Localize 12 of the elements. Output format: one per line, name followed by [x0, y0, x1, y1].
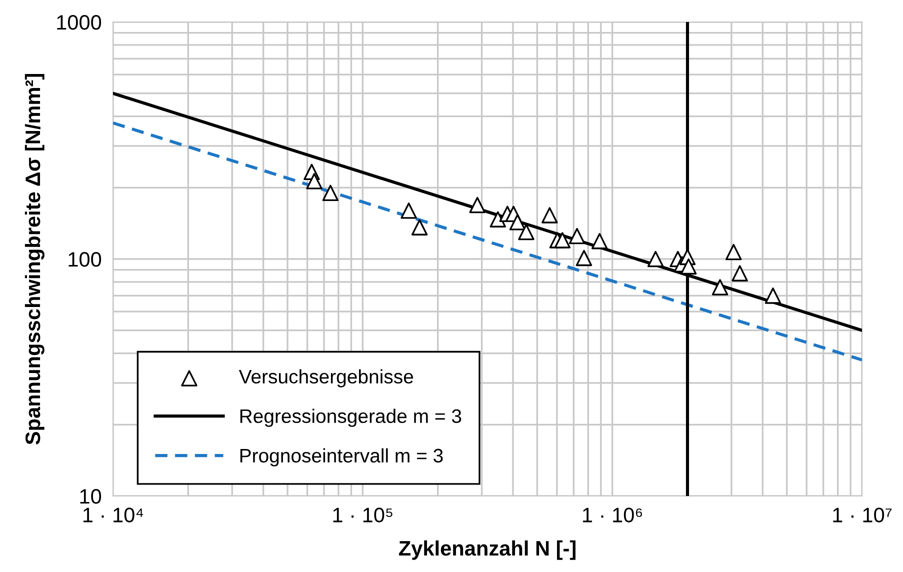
x-axis-title: Zyklenanzahl N [-]: [398, 540, 576, 560]
x-tick-label: 1 · 10⁷: [833, 508, 892, 522]
legend-label: Prognoseintervall m = 3: [240, 448, 443, 466]
y-tick-label: 100: [68, 252, 102, 267]
x-tick-label: 1 · 10⁶: [583, 508, 642, 522]
legend-label: Regressionsgerade m = 3: [240, 408, 462, 427]
legend-label: Versuchsergebnisse: [238, 369, 414, 388]
x-tick-label: 1 · 10⁴: [83, 508, 144, 522]
x-tick-label: 1 · 10⁵: [333, 508, 392, 522]
y-axis-title: Spannungsschwingbreite Δσ [N/mm²]: [24, 74, 44, 444]
y-tick-label: 10: [80, 489, 102, 504]
y-tick-label: 1000: [57, 15, 102, 30]
